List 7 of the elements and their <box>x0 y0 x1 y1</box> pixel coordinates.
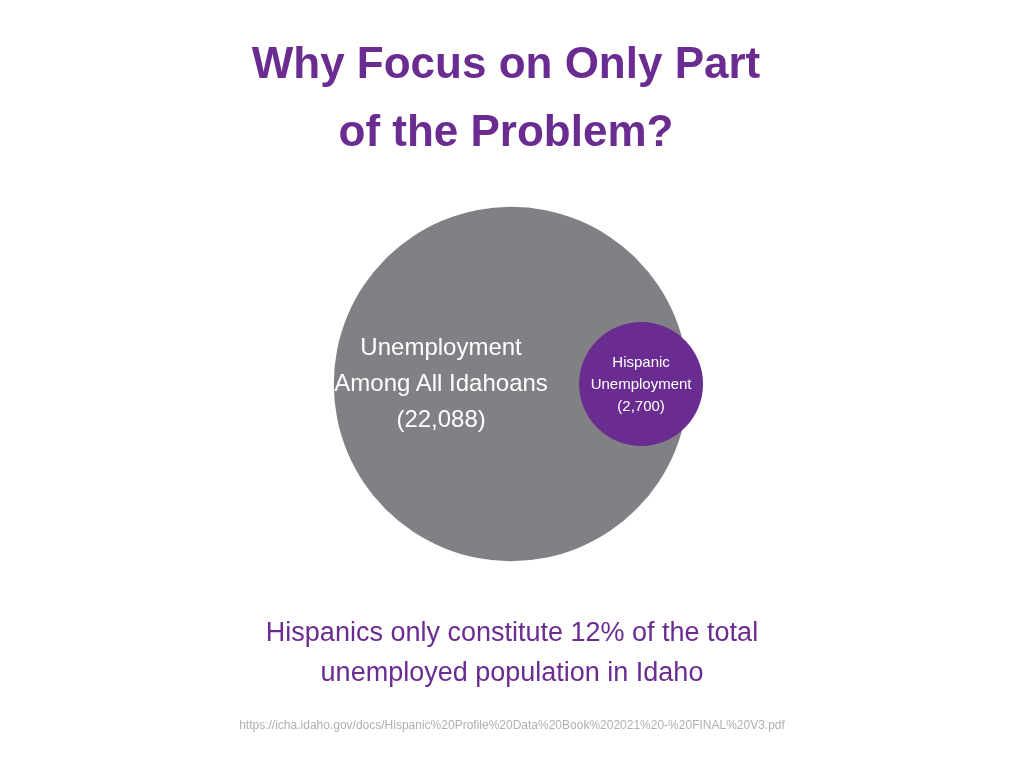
text: Why Focus on Only Part of the Problem? <box>251 38 761 155</box>
data-label: (22,088) <box>396 405 486 432</box>
text: Hispanics only constitute 12% of the total unemployed population in Idaho <box>265 617 759 687</box>
data-label: (2,700) <box>617 397 665 414</box>
category-label: Hispanic Unemployment <box>590 353 693 392</box>
text: https://icha.idaho.gov/docs/Hispanic%20Profile%20Data%20Book%202021%20-%20FINAL%20V3.pdf <box>239 718 786 732</box>
category-label: Unemployment Among All Idahoans <box>334 333 548 396</box>
